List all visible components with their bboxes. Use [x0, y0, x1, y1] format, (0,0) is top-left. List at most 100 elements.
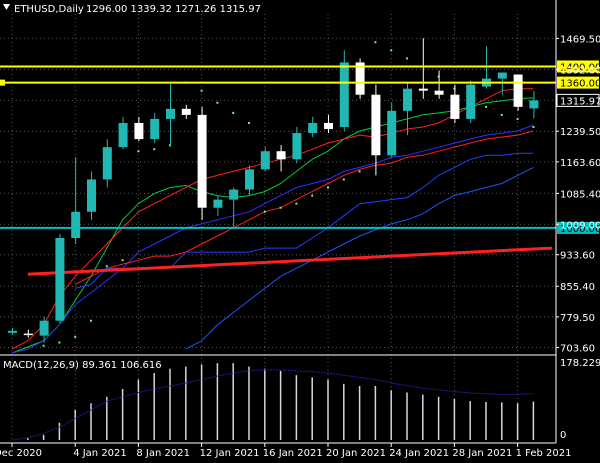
candle-bear: [197, 114, 207, 208]
candle-bear: [134, 122, 144, 140]
candle-bull: [497, 72, 507, 79]
level-tag-label: 1360.00: [560, 79, 600, 90]
x-tick-label: 31 Dec 2020: [0, 448, 42, 459]
level-tag-label: 1315.97: [560, 96, 600, 107]
sar-dot: [532, 126, 535, 128]
sar-dot: [500, 113, 503, 116]
level-tag: [557, 76, 599, 89]
x-tick-label: 16 Jan 2021: [263, 448, 323, 459]
candle-bear: [450, 94, 460, 119]
candle-bull: [229, 189, 239, 200]
price-levels: 1400.00 1360.00 1000.00 1315.97: [0, 60, 600, 235]
x-tick-label: 12 Jan 2021: [200, 448, 260, 459]
sar-dot: [406, 57, 408, 60]
y-tick-label: 1009.00: [560, 220, 600, 231]
y-tick-label: 855.40: [560, 282, 595, 293]
chart-header: ETHUSD,Daily 1296.00 1339.32 1271.26 131…: [3, 4, 261, 15]
sar-dot: [279, 206, 282, 209]
level-tag: [557, 221, 599, 234]
indicator-lines: [11, 88, 553, 354]
sar-dot: [58, 341, 61, 344]
sar-dot: [390, 49, 393, 52]
sar-dot: [153, 148, 156, 151]
moving-average-line: [11, 97, 534, 354]
macd-zero-label: 0: [560, 430, 566, 441]
sar-dot: [74, 335, 77, 338]
symbol-label: ETHUSD,Daily: [14, 4, 84, 15]
candle-bull: [118, 122, 128, 148]
macd-max-label: 178.229: [560, 358, 600, 369]
sar-dot: [516, 117, 519, 120]
sar-dot: [121, 259, 124, 262]
moving-average-line: [185, 166, 534, 350]
candle-bull: [71, 211, 81, 238]
ohlc-values: 1296.00 1339.32 1271.26 1315.97: [86, 4, 261, 15]
sar-dot: [200, 89, 203, 92]
sar-dot: [485, 105, 487, 108]
level-tag-label: 1000.00: [560, 224, 600, 235]
x-tick-label: 24 Jan 2021: [389, 448, 449, 459]
sar-dot: [42, 344, 45, 347]
candle-bull: [39, 320, 49, 336]
candle-bull: [466, 84, 476, 119]
sar-dot: [263, 210, 266, 213]
x-tick-label: 20 Jan 2021: [326, 448, 386, 459]
moving-average-line: [11, 88, 534, 350]
candle-bull: [166, 108, 175, 119]
macd-signal-line: [11, 369, 534, 441]
candle-bear: [355, 62, 365, 95]
candle-bull: [387, 110, 397, 156]
candle-bear: [23, 333, 33, 336]
candle-bear: [434, 90, 444, 95]
candle-bull: [245, 169, 254, 190]
sar-dot: [137, 150, 140, 153]
level-tag: [556, 93, 600, 107]
sar-dot: [374, 41, 377, 44]
candle-bear: [324, 122, 333, 130]
candle-bull: [102, 147, 112, 180]
candle-bear: [276, 151, 286, 160]
candle-bear: [181, 108, 191, 115]
sar-dot: [232, 111, 235, 114]
candle-bull: [8, 330, 17, 333]
candle-bull: [339, 62, 349, 127]
moving-average-line: [74, 130, 534, 285]
candle-bull: [213, 199, 223, 208]
y-tick-label: 1085.40: [560, 189, 600, 200]
x-tick-label: 1 Feb 2021: [516, 448, 572, 459]
x-tick-label: 4 Jan 2021: [73, 448, 127, 459]
y-tick-label: 1239.50: [560, 127, 600, 138]
x-tick-label: 8 Jan 2021: [136, 448, 190, 459]
sar-dot: [105, 265, 108, 268]
parabolic-sar: [42, 41, 535, 347]
candle-bull: [403, 88, 412, 111]
y-tick-label: 1469.50: [560, 34, 600, 45]
sar-dot: [248, 121, 250, 124]
candle-bull: [292, 133, 302, 160]
y-tick-label: 933.60: [560, 251, 595, 262]
y-tick-label: 703.60: [560, 344, 595, 355]
candle-bull: [529, 100, 539, 109]
x-tick-label: 28 Jan 2021: [452, 448, 512, 459]
level-marker: [0, 79, 5, 86]
macd-label: MACD(12,26,9) 89.361 106.616: [3, 360, 162, 371]
candle-bull: [150, 118, 160, 140]
sar-dot: [216, 101, 219, 104]
candle-bear: [418, 88, 428, 91]
y-tick-label: 779.50: [560, 313, 595, 324]
candle-bear: [513, 74, 523, 107]
candle-bull: [55, 237, 65, 321]
sar-dot: [342, 178, 345, 181]
candles: [8, 38, 539, 343]
trend-line: [27, 246, 553, 276]
dropdown-triangle-icon[interactable]: [3, 4, 10, 10]
candle-bull: [87, 179, 96, 212]
moving-average-line: [11, 124, 534, 354]
sar-dot: [311, 194, 314, 197]
sar-dot: [90, 319, 92, 322]
sar-dot: [327, 186, 329, 189]
y-tick-label: 1163.60: [560, 158, 600, 169]
candle-bull: [308, 122, 318, 134]
level-tag: [557, 60, 599, 73]
